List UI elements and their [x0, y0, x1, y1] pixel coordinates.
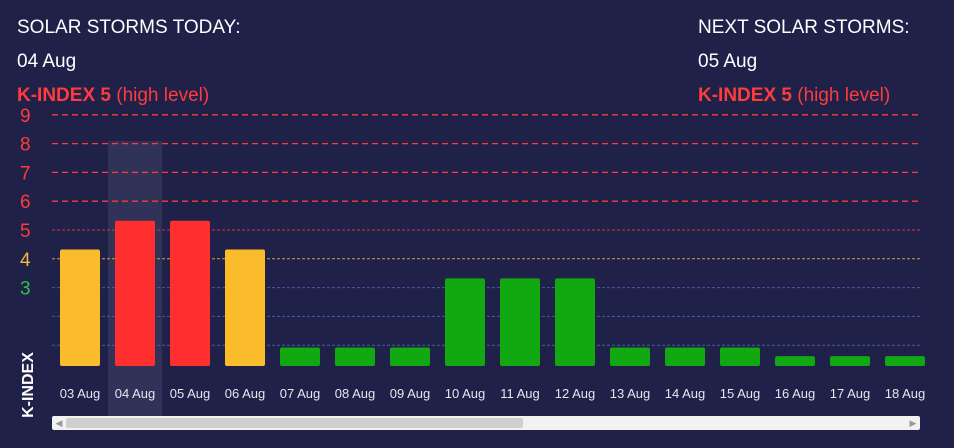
bar [720, 347, 760, 366]
next-kindex: K-INDEX 5 (high level) [698, 85, 910, 107]
next-title: NEXT SOLAR STORMS: [698, 17, 910, 38]
y-tick-label: 9 [20, 106, 31, 127]
x-tick-label: 04 Aug [115, 386, 156, 401]
bar [170, 220, 210, 366]
next-date: 05 Aug [698, 51, 758, 72]
today-kindex: K-INDEX 5 (high level) [17, 85, 241, 107]
today-panel: SOLAR STORMS TODAY: 04 Aug K-INDEX 5 (hi… [17, 17, 241, 107]
bar [500, 278, 540, 366]
bar [830, 356, 870, 366]
x-tick-label: 13 Aug [610, 386, 651, 401]
today-title: SOLAR STORMS TODAY: [17, 17, 241, 38]
next-level: (high level) [797, 85, 891, 106]
y-tick-label: 3 [20, 279, 31, 300]
x-tick-label: 15 Aug [720, 386, 761, 401]
next-panel: NEXT SOLAR STORMS: 05 Aug K-INDEX 5 (hig… [698, 17, 910, 107]
x-tick-label: 11 Aug [500, 386, 540, 401]
bar [390, 347, 430, 366]
today-date: 04 Aug [17, 51, 77, 72]
scroll-left-icon[interactable]: ◀ [55, 418, 63, 428]
bar [665, 347, 705, 366]
bar [555, 278, 595, 366]
x-tick-label: 10 Aug [445, 386, 486, 401]
bar [610, 347, 650, 366]
x-tick-label: 12 Aug [555, 386, 596, 401]
bar [60, 249, 100, 366]
x-tick-label: 08 Aug [335, 386, 376, 401]
bar [885, 356, 925, 366]
x-tick-label: 05 Aug [170, 386, 211, 401]
y-tick-label: 8 [20, 135, 31, 156]
x-tick-label: 07 Aug [280, 386, 321, 401]
y-tick-label: 7 [20, 163, 31, 184]
x-tick-label: 14 Aug [665, 386, 706, 401]
bar [280, 347, 320, 366]
x-tick-label: 03 Aug [60, 386, 101, 401]
next-kindex-value: K-INDEX 5 [698, 85, 792, 106]
bar [775, 356, 815, 366]
x-tick-label: 18 Aug [885, 386, 926, 401]
x-tick-label: 16 Aug [775, 386, 816, 401]
y-axis-label: K-INDEX [20, 352, 37, 418]
bar [225, 249, 265, 366]
bar [335, 347, 375, 366]
bar [445, 278, 485, 366]
today-kindex-value: K-INDEX 5 [17, 85, 111, 106]
y-tick-label: 5 [20, 221, 31, 242]
today-level: (high level) [116, 85, 210, 106]
x-tick-label: 06 Aug [225, 386, 266, 401]
x-tick-label: 09 Aug [390, 386, 431, 401]
chart-scrollbar-thumb[interactable] [66, 418, 523, 428]
x-tick-label: 17 Aug [830, 386, 871, 401]
bar [115, 220, 155, 366]
scroll-right-icon[interactable]: ▶ [909, 418, 917, 428]
y-tick-label: 4 [20, 250, 31, 271]
y-tick-label: 6 [20, 192, 31, 213]
